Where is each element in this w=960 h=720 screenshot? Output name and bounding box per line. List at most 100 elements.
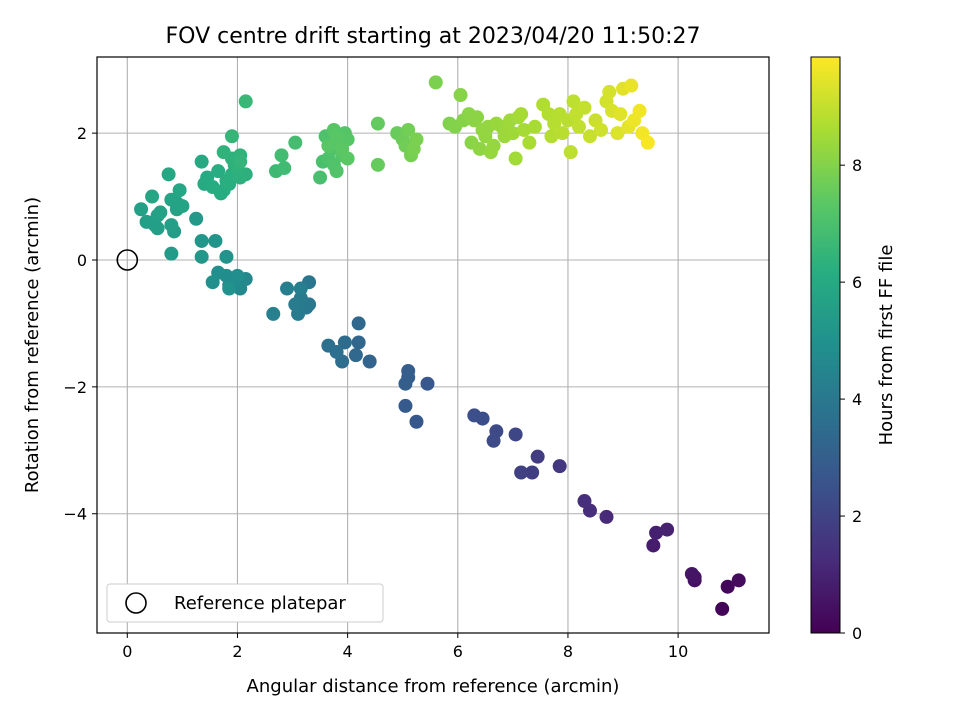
- legend-marker-icon: [125, 592, 147, 614]
- data-point: [329, 129, 344, 144]
- data-point: [348, 348, 363, 363]
- data-point: [351, 335, 366, 350]
- reference-platepar-marker: [116, 249, 139, 271]
- data-point: [563, 145, 578, 160]
- data-point: [370, 116, 385, 131]
- data-point: [164, 246, 179, 261]
- data-point: [731, 573, 746, 588]
- data-point: [274, 148, 289, 163]
- data-point: [205, 275, 220, 290]
- data-point: [522, 135, 537, 150]
- data-point: [715, 601, 730, 616]
- data-point: [470, 110, 485, 125]
- data-point: [321, 338, 336, 353]
- data-point: [313, 170, 328, 185]
- data-point: [139, 214, 154, 229]
- x-tick-label: 4: [343, 642, 353, 661]
- colorbar-tick-label: 2: [852, 507, 862, 526]
- data-point: [552, 459, 567, 474]
- data-point: [602, 84, 617, 99]
- x-tick-label: 8: [563, 642, 573, 661]
- data-point: [577, 494, 592, 509]
- legend-entry-reference: Reference platepar: [174, 593, 346, 614]
- data-point: [194, 249, 209, 264]
- y-tick-label: 2: [77, 124, 87, 143]
- data-point: [640, 135, 655, 150]
- data-point: [530, 449, 545, 464]
- grid-lines: [97, 57, 769, 633]
- data-point: [219, 249, 234, 264]
- data-point: [571, 119, 586, 134]
- data-point: [453, 88, 468, 103]
- data-point: [134, 202, 149, 217]
- data-point: [277, 161, 292, 176]
- data-point: [362, 354, 377, 369]
- data-point: [409, 132, 424, 147]
- colorbar-tick-label: 4: [852, 390, 862, 409]
- data-point: [329, 164, 344, 179]
- data-point: [337, 335, 352, 350]
- x-tick-label: 6: [453, 642, 463, 661]
- data-point: [525, 465, 540, 480]
- data-point: [420, 376, 435, 391]
- data-point: [233, 154, 248, 169]
- colorbar-tick-label: 6: [852, 273, 862, 292]
- data-point: [401, 364, 416, 379]
- data-point: [288, 297, 303, 312]
- data-point: [321, 138, 336, 153]
- data-point: [467, 408, 482, 423]
- data-point: [527, 119, 542, 134]
- data-point: [398, 376, 413, 391]
- data-point: [164, 192, 179, 207]
- data-point: [161, 167, 176, 182]
- x-tick-label: 2: [232, 642, 242, 661]
- data-point: [222, 281, 237, 296]
- data-point: [224, 129, 239, 144]
- data-point: [632, 103, 647, 118]
- y-tick-label: −4: [63, 505, 87, 524]
- y-tick-label: −2: [63, 378, 87, 397]
- x-tick-label: 0: [122, 642, 132, 661]
- data-point: [649, 525, 664, 540]
- data-point: [211, 164, 226, 179]
- data-point: [516, 122, 531, 137]
- data-point: [514, 107, 529, 122]
- data-point: [720, 579, 735, 594]
- colorbar-gradient: [810, 56, 841, 634]
- data-point: [624, 78, 639, 93]
- legend-box: [106, 583, 384, 623]
- data-point: [577, 100, 592, 115]
- data-point: [175, 199, 190, 214]
- data-point: [409, 414, 424, 429]
- colorbar-tick-label: 0: [852, 624, 862, 643]
- x-axis-label: Angular distance from reference (arcmin): [247, 676, 620, 697]
- data-point: [687, 570, 702, 585]
- data-point: [351, 316, 366, 331]
- chart-title: FOV centre drift starting at 2023/04/20 …: [166, 24, 701, 49]
- data-point: [594, 122, 608, 137]
- data-point: [266, 306, 281, 321]
- data-point: [172, 183, 187, 198]
- plot-frame: [96, 56, 770, 634]
- data-point: [216, 145, 231, 160]
- data-point: [514, 465, 529, 480]
- data-point: [153, 205, 168, 220]
- data-point: [582, 129, 597, 144]
- x-tick-label: 10: [668, 642, 688, 661]
- data-point: [428, 75, 443, 90]
- y-tick-label: 0: [77, 251, 87, 270]
- colorbar-ticks: 0 2 4 6 8: [840, 156, 862, 643]
- data-point: [566, 94, 581, 109]
- colorbar-label: Hours from first FF file: [876, 245, 897, 446]
- data-point: [544, 129, 559, 144]
- data-point: [660, 522, 675, 537]
- data-point: [508, 427, 523, 442]
- data-point: [508, 151, 523, 166]
- data-point: [486, 433, 501, 448]
- data-point: [208, 233, 223, 248]
- data-point: [610, 126, 625, 141]
- data-point: [505, 126, 520, 141]
- data-point: [293, 281, 308, 296]
- data-point: [335, 141, 350, 156]
- x-axis-ticks: 0 2 4 6 8 10: [122, 633, 688, 661]
